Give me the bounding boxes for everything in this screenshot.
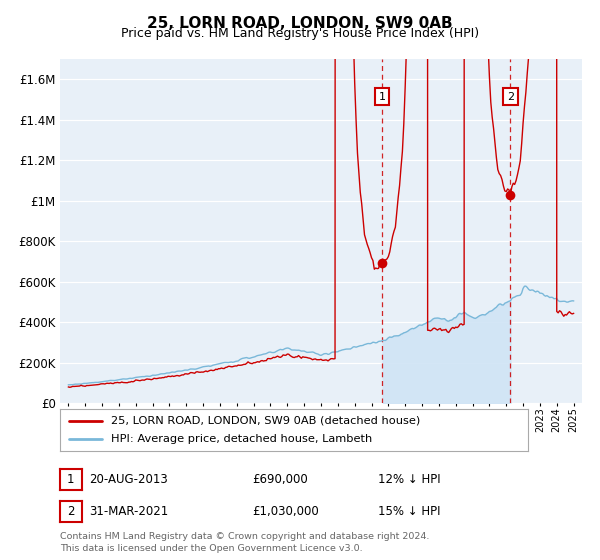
Text: 12% ↓ HPI: 12% ↓ HPI xyxy=(378,473,440,486)
Text: 25, LORN ROAD, LONDON, SW9 0AB: 25, LORN ROAD, LONDON, SW9 0AB xyxy=(147,16,453,31)
Text: HPI: Average price, detached house, Lambeth: HPI: Average price, detached house, Lamb… xyxy=(112,434,373,444)
Text: 31-MAR-2021: 31-MAR-2021 xyxy=(89,505,168,519)
Text: 2: 2 xyxy=(67,505,74,519)
Text: 1: 1 xyxy=(67,473,74,486)
Text: 15% ↓ HPI: 15% ↓ HPI xyxy=(378,505,440,519)
Text: £1,030,000: £1,030,000 xyxy=(252,505,319,519)
Text: Price paid vs. HM Land Registry's House Price Index (HPI): Price paid vs. HM Land Registry's House … xyxy=(121,27,479,40)
Text: Contains HM Land Registry data © Crown copyright and database right 2024.
This d: Contains HM Land Registry data © Crown c… xyxy=(60,533,430,553)
Text: 1: 1 xyxy=(379,92,385,102)
Text: £690,000: £690,000 xyxy=(252,473,308,486)
Text: 2: 2 xyxy=(507,92,514,102)
Text: 25, LORN ROAD, LONDON, SW9 0AB (detached house): 25, LORN ROAD, LONDON, SW9 0AB (detached… xyxy=(112,416,421,426)
Text: 20-AUG-2013: 20-AUG-2013 xyxy=(89,473,167,486)
